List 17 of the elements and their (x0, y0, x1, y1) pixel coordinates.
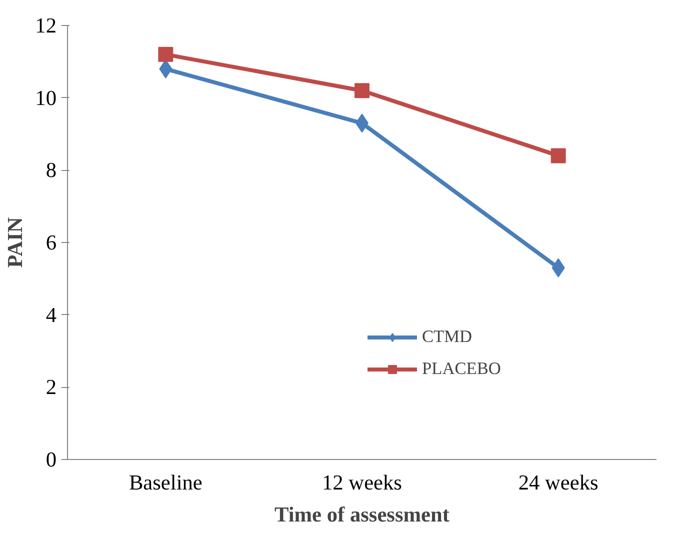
y-tick-label: 6 (46, 230, 57, 254)
y-tick-label: 10 (35, 86, 56, 110)
y-tick-label: 8 (46, 158, 57, 182)
point (158, 46, 174, 62)
x-tick-label: 24 weeks (518, 470, 598, 494)
y-tick-label: 0 (46, 448, 57, 472)
legend-label: PLACEBO (422, 359, 501, 379)
y-tick-label: 2 (46, 375, 57, 400)
point (550, 148, 566, 164)
y-axis-title: PAIN (3, 216, 28, 268)
x-tick-label: 12 weeks (322, 470, 402, 494)
legend-label: CTMD (422, 327, 472, 347)
x-axis-title: Time of assessment (274, 502, 450, 526)
y-tick-label: 4 (46, 302, 57, 327)
point (354, 83, 370, 98)
x-tick-label: Baseline (128, 470, 202, 494)
y-tick-label: 12 (35, 14, 56, 38)
